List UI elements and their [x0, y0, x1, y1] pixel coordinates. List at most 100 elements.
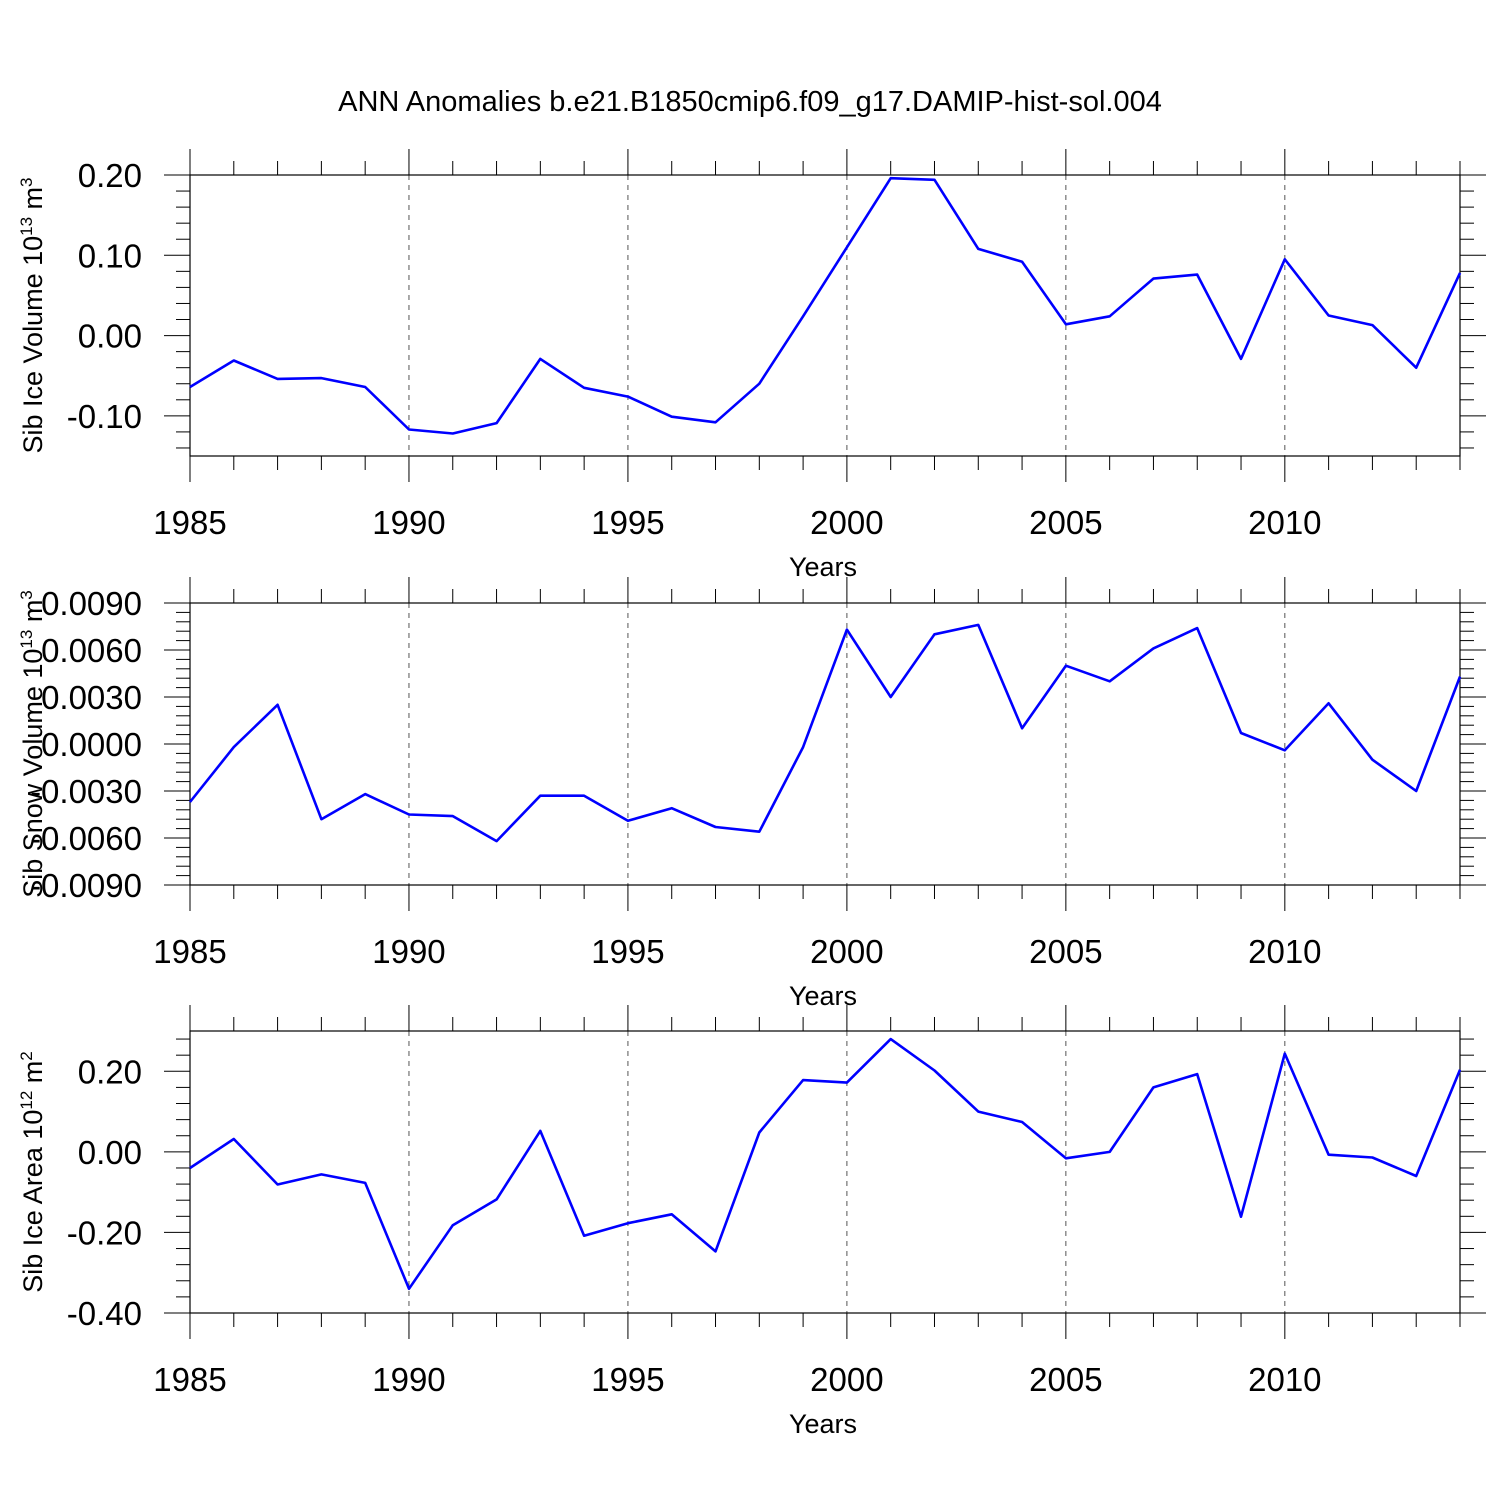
- y-tick-label: 0.0090: [41, 585, 142, 622]
- data-point: [1151, 646, 1155, 650]
- data-point: [1064, 664, 1068, 668]
- y-tick-label: 0.10: [78, 237, 142, 274]
- data-point: [1414, 1174, 1418, 1178]
- data-point: [538, 1129, 542, 1133]
- series-line: [189, 1037, 1462, 1291]
- data-point: [1283, 748, 1287, 752]
- x-tick-label: 2010: [1248, 504, 1321, 541]
- data-point: [1327, 701, 1331, 705]
- x-tick-label: 2000: [810, 1361, 883, 1398]
- data-point: [889, 176, 893, 180]
- figure-title: ANN Anomalies b.e21.B1850cmip6.f09_g17.D…: [338, 86, 1162, 118]
- data-point: [1195, 626, 1199, 630]
- data-point: [363, 792, 367, 796]
- data-point: [889, 695, 893, 699]
- data-point: [1064, 322, 1068, 326]
- data-point: [845, 628, 849, 632]
- x-tick-label: 2005: [1029, 933, 1102, 970]
- data-point: [451, 1223, 455, 1227]
- y-tick-label: -0.40: [67, 1295, 142, 1332]
- data-point: [363, 385, 367, 389]
- data-point: [1151, 277, 1155, 281]
- data-point: [801, 745, 805, 749]
- data-point: [232, 358, 236, 362]
- data-point: [757, 1131, 761, 1135]
- y-tick-label: -0.10: [67, 398, 142, 435]
- data-point: [319, 817, 323, 821]
- data-point: [1151, 1085, 1155, 1089]
- y-tick-label: 0.0030: [41, 679, 142, 716]
- chart-panel-1: 1985 1990 1995 2000 2005 2010 Years -0.10 0.00 0.…: [17, 149, 1486, 582]
- data-point: [1064, 1156, 1068, 1160]
- x-tick-label: 1995: [591, 933, 664, 970]
- data-point: [801, 1078, 805, 1082]
- y-tick-label: -0.0060: [30, 820, 142, 857]
- data-point: [932, 178, 936, 182]
- data-point: [582, 1234, 586, 1238]
- data-point: [626, 395, 630, 399]
- data-point: [845, 1081, 849, 1085]
- y-axis-label: Sib Ice Volume 1013 m3: [17, 177, 48, 453]
- data-point: [319, 376, 323, 380]
- x-tick-label: 2005: [1029, 1361, 1102, 1398]
- data-point: [1020, 1120, 1024, 1124]
- chart-panel-2: 1985 1990 1995 2000 2005 2010 Years -0.0090 -0.0…: [17, 577, 1486, 1011]
- data-point: [188, 385, 192, 389]
- data-point: [976, 247, 980, 251]
- x-axis-label: Years: [789, 1409, 857, 1439]
- series-line: [188, 623, 1462, 843]
- data-point: [451, 432, 455, 436]
- data-point: [1370, 323, 1374, 327]
- x-tick-label: 2000: [810, 933, 883, 970]
- data-point: [670, 415, 674, 419]
- data-point: [1020, 260, 1024, 264]
- x-tick-label: 2010: [1248, 1361, 1321, 1398]
- y-tick-label: -0.0090: [30, 867, 142, 904]
- x-tick-label: 1985: [153, 933, 226, 970]
- x-tick-label: 1995: [591, 1361, 664, 1398]
- y-tick-label: -0.0030: [30, 773, 142, 810]
- x-tick-label: 1990: [372, 504, 445, 541]
- data-point: [276, 377, 280, 381]
- data-point: [407, 1287, 411, 1291]
- data-point: [1327, 1153, 1331, 1157]
- data-point: [845, 245, 849, 249]
- data-point: [1458, 271, 1462, 275]
- data-point: [976, 1110, 980, 1114]
- data-point: [932, 1068, 936, 1072]
- data-point: [188, 1166, 192, 1170]
- data-point: [1283, 1052, 1287, 1056]
- data-point: [1239, 357, 1243, 361]
- data-point: [407, 428, 411, 432]
- y-tick-label: 0.20: [78, 157, 142, 194]
- y-tick-label: -0.20: [67, 1214, 142, 1251]
- x-tick-label: 1990: [372, 933, 445, 970]
- chart-panel-3: 1985 1990 1995 2000 2005 2010 Years -0.40 -0.20 0…: [17, 1005, 1486, 1439]
- data-point: [1414, 789, 1418, 793]
- data-point: [1414, 366, 1418, 370]
- x-tick-label: 1985: [153, 504, 226, 541]
- series-line: [189, 176, 1462, 435]
- x-axis-label: Years: [789, 552, 857, 582]
- data-point: [188, 800, 192, 804]
- x-tick-label: 1995: [591, 504, 664, 541]
- data-point: [1108, 314, 1112, 318]
- y-tick-label: 0.00: [78, 318, 142, 355]
- data-point: [714, 1249, 718, 1253]
- data-point: [495, 1197, 499, 1201]
- data-point: [538, 794, 542, 798]
- y-axis-label: Sib Snow Volume 1013 m3: [17, 590, 48, 898]
- data-point: [714, 825, 718, 829]
- data-point: [1108, 1150, 1112, 1154]
- data-point: [1108, 679, 1112, 683]
- y-axis-label: Sib Ice Area 1012 m2: [17, 1051, 48, 1293]
- x-tick-label: 1985: [153, 1361, 226, 1398]
- data-point: [1370, 1155, 1374, 1159]
- data-point: [626, 1221, 630, 1225]
- data-point: [801, 314, 805, 318]
- data-point: [626, 819, 630, 823]
- data-point: [451, 814, 455, 818]
- x-tick-label: 1990: [372, 1361, 445, 1398]
- data-point: [582, 386, 586, 390]
